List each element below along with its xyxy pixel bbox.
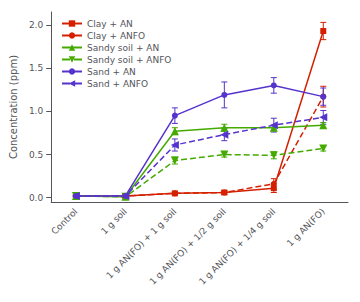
svg-text:1 g AN(FO) + 1 g soil: 1 g AN(FO) + 1 g soil <box>104 206 179 281</box>
svg-text:1.0: 1.0 <box>29 106 44 116</box>
svg-text:0.0: 0.0 <box>29 193 44 203</box>
svg-text:2.0: 2.0 <box>29 20 44 30</box>
svg-text:Clay + ANFO: Clay + ANFO <box>87 31 145 41</box>
svg-text:Control: Control <box>49 206 79 236</box>
svg-text:1 g soil: 1 g soil <box>99 206 129 236</box>
svg-text:Concentration (ppm): Concentration (ppm) <box>8 55 19 159</box>
svg-text:Sand + AN: Sand + AN <box>87 67 136 77</box>
svg-text:1 g AN(FO) + 1/4 g soil: 1 g AN(FO) + 1/4 g soil <box>197 206 277 286</box>
svg-text:Clay + AN: Clay + AN <box>87 19 133 29</box>
svg-text:1 g AN(FO): 1 g AN(FO) <box>285 206 327 248</box>
svg-text:Sand + ANFO: Sand + ANFO <box>87 79 148 89</box>
svg-text:Sandy soil + AN: Sandy soil + AN <box>87 43 159 53</box>
svg-text:0.5: 0.5 <box>29 150 43 160</box>
svg-text:1.5: 1.5 <box>29 63 43 73</box>
svg-text:1 g AN(FO) + 1/2 g soil: 1 g AN(FO) + 1/2 g soil <box>147 206 228 287</box>
svg-text:Sandy soil + ANFO: Sandy soil + ANFO <box>87 55 171 65</box>
